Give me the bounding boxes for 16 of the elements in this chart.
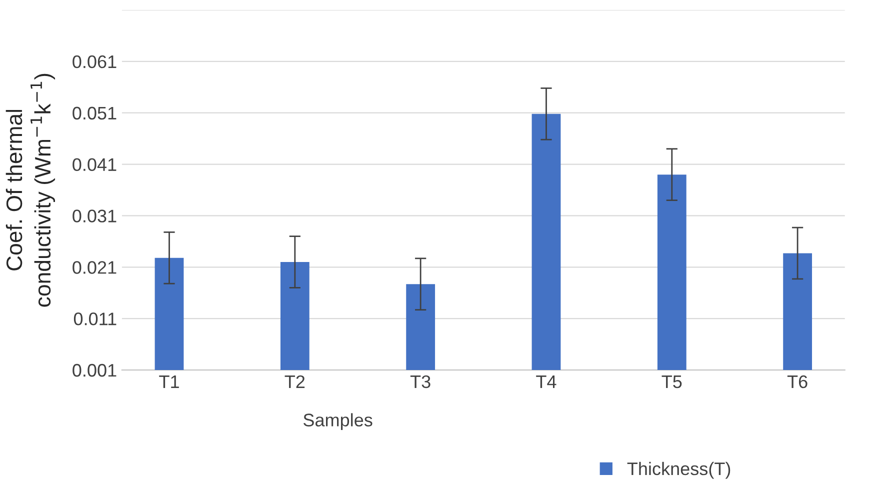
x-axis-title: Samples [303,413,372,430]
y-tick-label: 0.011 [74,312,116,326]
x-tick-label: T6 [787,375,808,388]
y-tick-label: 0.001 [72,364,116,377]
y-axis-title: Coef. Of thermal conductivity (Wm$^{−1}$k$^{−1}$) [6,74,56,307]
x-tick-label: T2 [284,375,305,388]
y-tick-label: 0.031 [72,210,116,222]
y-tick-label: 0.061 [72,55,116,68]
y-tick-label: 0.041 [72,158,116,172]
legend-label: Thickness(T) [627,462,730,479]
x-tick-label: T5 [662,376,682,388]
y-tick-label: 0.021 [72,261,116,274]
y-tick-label: 0.051 [72,106,116,120]
x-tick-label: T4 [536,376,556,388]
x-tick-label: T1 [159,376,179,388]
x-tick-label: T3 [410,375,430,388]
